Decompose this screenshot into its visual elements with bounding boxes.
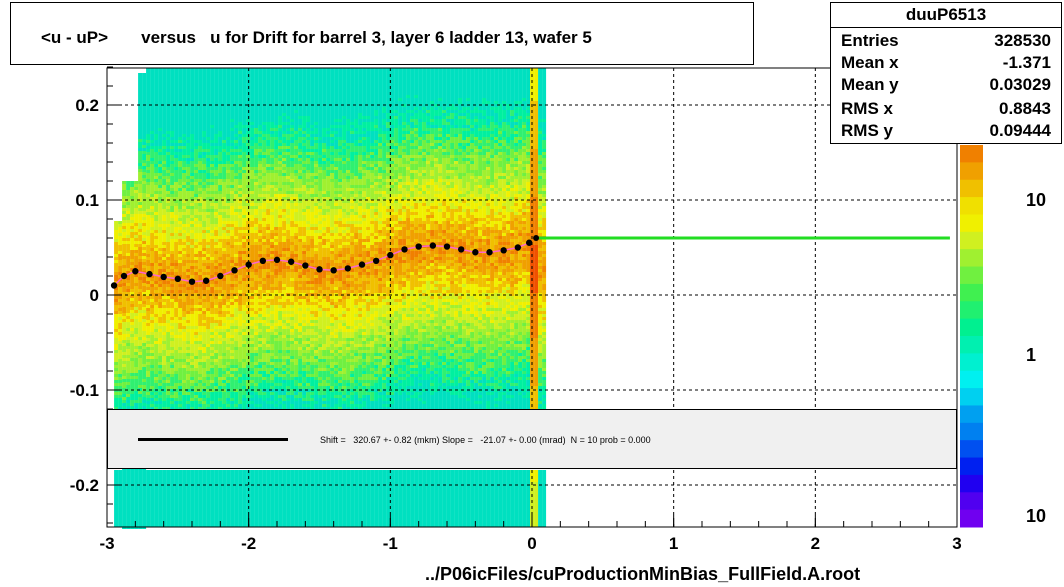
- profile-point: [401, 246, 408, 253]
- colorbar-cell: [960, 440, 983, 459]
- stats-value: 0.03029: [989, 75, 1051, 94]
- colorbar-cell: [960, 318, 983, 337]
- colorbar-label: 10: [1026, 506, 1046, 526]
- colorbar-cell: [960, 266, 983, 285]
- x-tick-label: 2: [811, 534, 820, 553]
- profile-point: [358, 261, 366, 268]
- stats-row-mean-x: Mean x -1.371: [841, 53, 1051, 73]
- stats-value: 0.09444: [989, 121, 1051, 140]
- colorbar-cell: [960, 231, 983, 250]
- y-tick-label: -0.1: [70, 381, 99, 400]
- colorbar: 10 1 10: [960, 145, 1046, 528]
- stats-box: duuP6513 Entries 328530 Mean x -1.371 Mean…: [830, 2, 1062, 144]
- profile-point: [110, 282, 118, 289]
- profile-point: [259, 257, 267, 264]
- y-tick-label: 0.2: [75, 96, 99, 115]
- colorbar-cell: [960, 509, 983, 528]
- profile-point: [287, 258, 295, 265]
- profile-point: [330, 267, 337, 274]
- y-tick-label: 0.1: [75, 191, 99, 210]
- profile-point: [120, 272, 128, 280]
- profile-point: [500, 247, 507, 254]
- colorbar-cell: [960, 474, 983, 493]
- x-tick-label: -1: [383, 534, 398, 553]
- profile-point: [387, 251, 394, 259]
- profile-point: [174, 275, 182, 283]
- axes: -3 -2 -1 0 1 2 3 0.2 0.1 0 -0.1 -0.2: [70, 66, 962, 553]
- profile-point: [217, 272, 224, 280]
- stats-row-mean-y: Mean y 0.03029: [841, 75, 1051, 95]
- stats-label: Mean y: [841, 75, 899, 94]
- colorbar-cell: [960, 283, 983, 302]
- fit-legend-text: Shift = 320.67 +- 0.82 (mkm) Slope = -21…: [320, 435, 651, 445]
- colorbar-label: 10: [1026, 190, 1046, 210]
- profile-point: [316, 266, 323, 273]
- profile-point: [245, 261, 252, 268]
- colorbar-cell: [960, 353, 983, 372]
- profile-point: [273, 256, 281, 264]
- stats-value: -1.371: [1002, 53, 1051, 72]
- colorbar-cell: [960, 249, 983, 268]
- colorbar-cell: [960, 492, 983, 511]
- profile-point: [525, 239, 533, 246]
- file-label: ../P06icFiles/cuProductionMinBias_FullFi…: [425, 564, 861, 584]
- fit-line-marker: [533, 235, 540, 241]
- stats-value: 328530: [994, 31, 1051, 50]
- colorbar-label: 1: [1026, 345, 1036, 365]
- colorbar-cell: [960, 336, 983, 354]
- x-tick-label: 0: [527, 534, 536, 553]
- colorbar-cell: [960, 422, 983, 441]
- colorbar-cell: [960, 457, 983, 476]
- profile-point: [160, 273, 167, 281]
- stats-row-rms-y: RMS y 0.09444: [841, 121, 1051, 141]
- x-tick-label: -2: [241, 534, 256, 553]
- colorbar-cell: [960, 301, 983, 320]
- stats-row-entries: Entries 328530: [841, 31, 1051, 51]
- stats-row-rms-x: RMS x 0.8843: [841, 99, 1051, 119]
- profile-point: [443, 243, 451, 250]
- chart-title: <u - uP> versus u for Drift for barrel 3…: [41, 28, 592, 47]
- fit-legend-box: Shift = 320.67 +- 0.82 (mkm) Slope = -21…: [107, 409, 957, 469]
- stats-label: Mean x: [841, 53, 899, 72]
- colorbar-cell: [960, 405, 983, 424]
- x-tick-label: 3: [952, 534, 961, 553]
- stats-label: Entries: [841, 31, 899, 50]
- colorbar-cell: [960, 214, 983, 233]
- colorbar-cell: [960, 179, 983, 198]
- colorbar-cell: [960, 162, 983, 181]
- profile-point: [457, 246, 465, 253]
- profile-point: [344, 265, 352, 272]
- stats-label: RMS y: [841, 121, 893, 140]
- profile-point: [486, 249, 493, 256]
- profile-point: [231, 267, 238, 274]
- stats-name: duuP6513: [831, 5, 1061, 28]
- profile-point: [372, 257, 380, 264]
- colorbar-cell: [960, 388, 983, 406]
- stats-value: 0.8843: [999, 99, 1051, 118]
- profile-point: [429, 242, 437, 249]
- profile-point: [472, 249, 479, 256]
- x-tick-label: 1: [669, 534, 678, 553]
- y-tick-label: -0.2: [70, 476, 99, 495]
- profile-point: [146, 270, 153, 278]
- stats-label: RMS x: [841, 99, 893, 118]
- profile-point: [132, 268, 139, 275]
- profile-series: [110, 235, 950, 289]
- grid-lines: [107, 68, 957, 527]
- colorbar-cell: [960, 145, 983, 163]
- title-box: <u - uP> versus u for Drift for barrel 3…: [10, 2, 754, 65]
- profile-point: [202, 277, 210, 284]
- profile-point: [415, 243, 422, 250]
- profile-point: [302, 262, 309, 269]
- profile-point: [188, 278, 196, 285]
- colorbar-cell: [960, 370, 983, 389]
- profile-point: [514, 244, 522, 251]
- colorbar-cell: [960, 197, 983, 215]
- fit-legend-line: [138, 438, 288, 441]
- y-tick-label: 0: [90, 286, 99, 305]
- x-tick-label: -3: [99, 534, 114, 553]
